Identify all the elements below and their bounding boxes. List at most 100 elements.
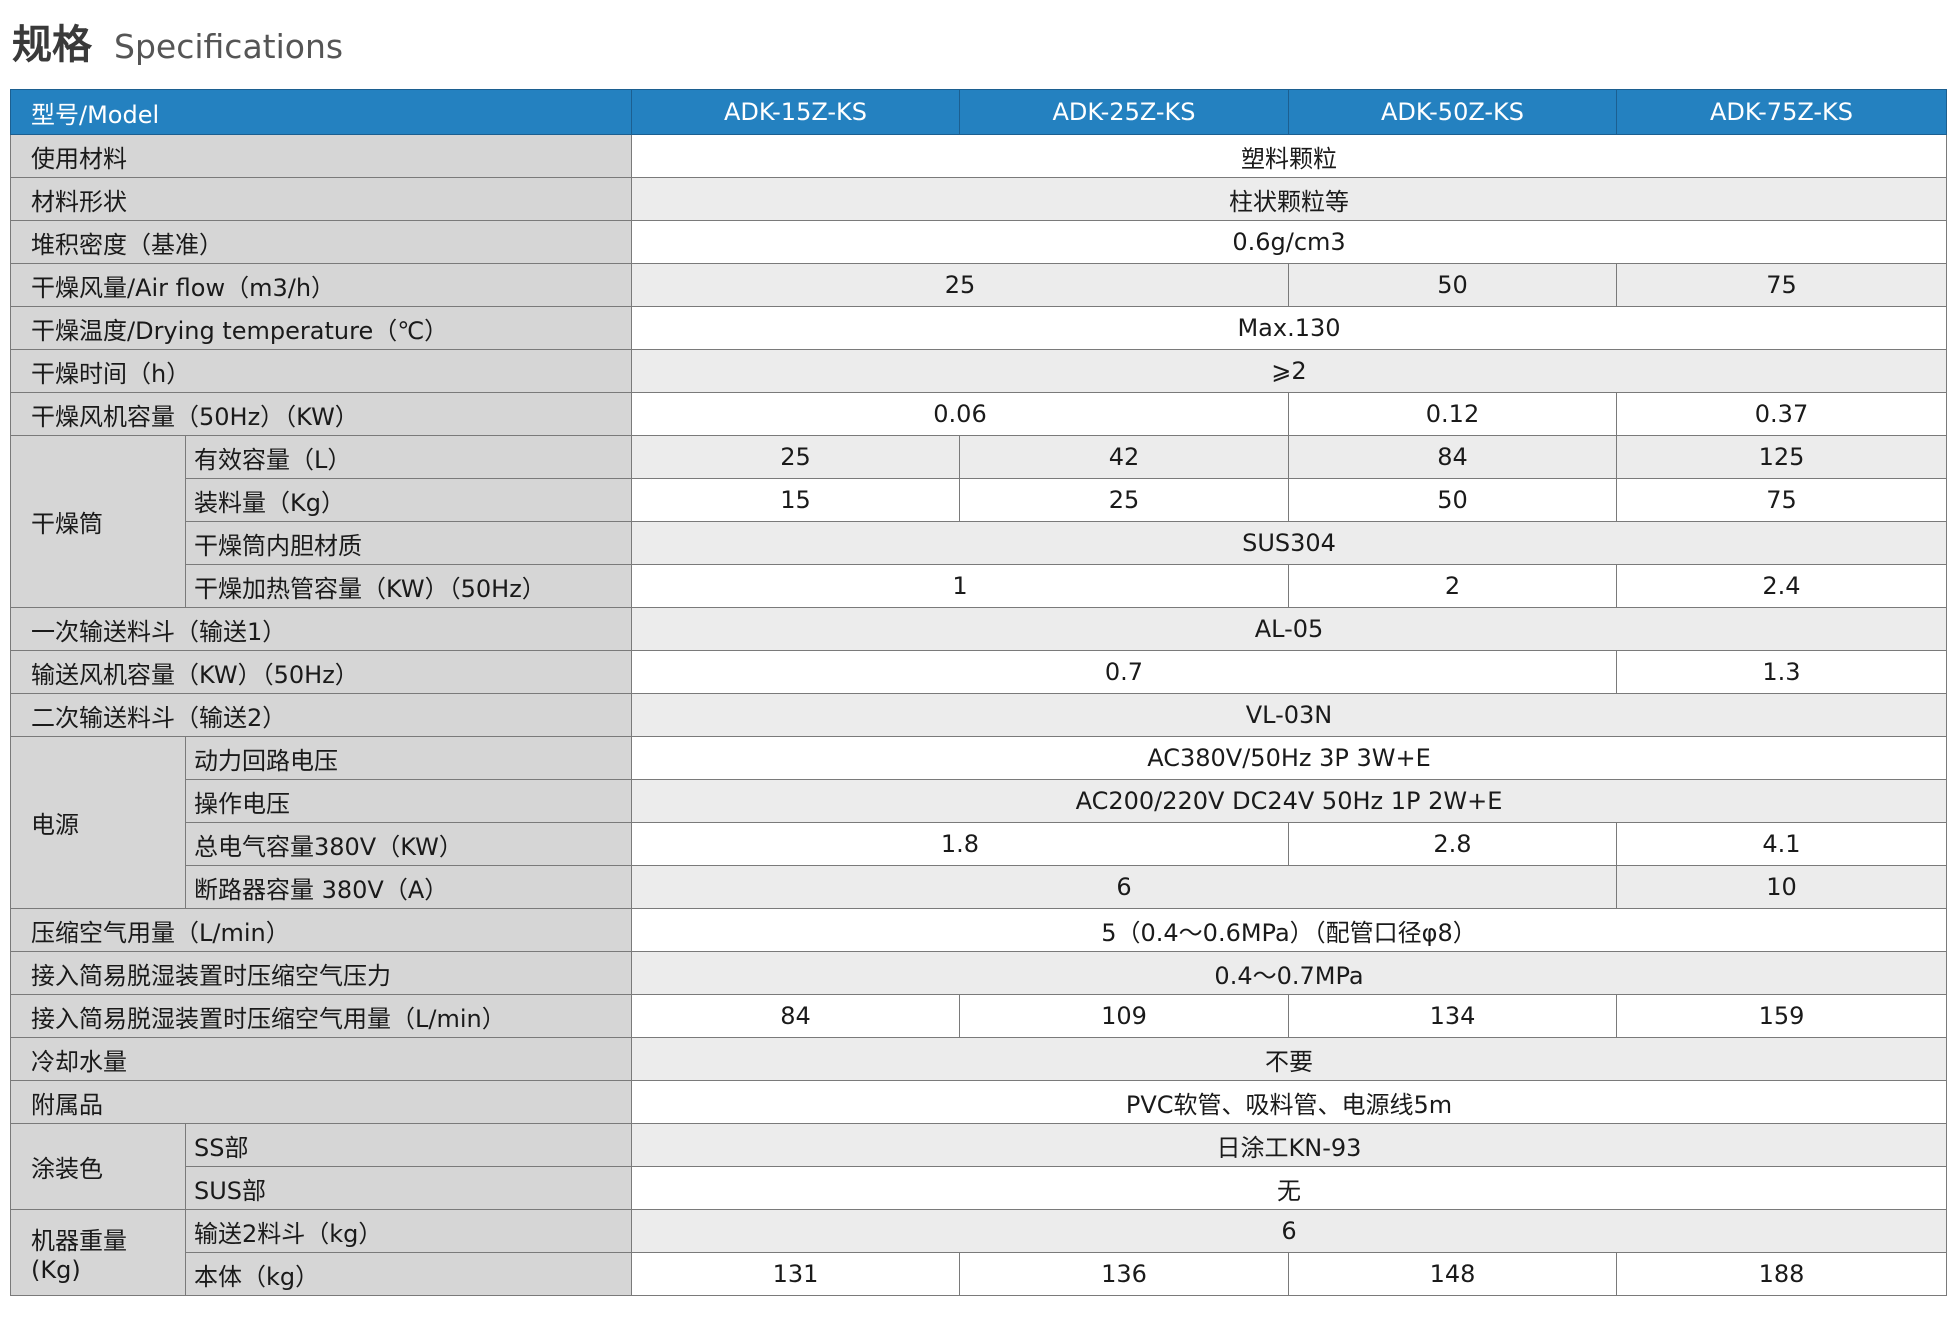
value-cell: 不要 (631, 1037, 1947, 1081)
row-label: SS部 (185, 1123, 632, 1167)
row: 装料量（Kg） 15 25 50 75 (11, 478, 1947, 522)
row-label: 冷却水量 (10, 1037, 632, 1081)
value-cell: AL-05 (631, 607, 1947, 651)
value-cell: 148 (1288, 1252, 1617, 1296)
value-cell: 0.6g/cm3 (631, 220, 1947, 264)
value-cell: 2.4 (1616, 564, 1947, 608)
value-cell: 0.37 (1616, 392, 1947, 436)
row: 干燥风量/Air flow（m3/h） 25 50 75 (10, 263, 1947, 307)
value-cell: 1 (631, 564, 1289, 608)
value-cell: 134 (1288, 994, 1617, 1038)
value-cell: AC380V/50Hz 3P 3W+E (631, 736, 1947, 780)
value-cell: 10 (1616, 865, 1947, 909)
column-header: ADK-50Z-KS (1288, 89, 1617, 135)
group-label: 干燥筒 (10, 435, 186, 608)
value-cell: 2 (1288, 564, 1617, 608)
value-cell: 136 (959, 1252, 1289, 1296)
row: 干燥加热管容量（KW）（50Hz） 1 2 2.4 (11, 564, 1947, 608)
value-cell: 75 (1616, 478, 1947, 522)
row: 干燥风机容量（50Hz）（KW） 0.06 0.12 0.37 (10, 392, 1947, 436)
value-cell: 塑料颗粒 (631, 134, 1947, 178)
row: 一次输送料斗（输送1） AL-05 (10, 607, 1947, 651)
header-row: 型号/Model ADK-15Z-KS ADK-25Z-KS ADK-50Z-KS AD… (10, 89, 1947, 135)
value-cell: 柱状颗粒等 (631, 177, 1947, 221)
value-cell: 0.4～0.7MPa (631, 951, 1947, 995)
group-label: 机器重量 (Kg) (10, 1209, 186, 1296)
spec-table: 型号/Model ADK-15Z-KS ADK-25Z-KS ADK-50Z-KS AD… (10, 89, 1947, 1296)
row: 干燥筒 有效容量（L） 25 42 84 125 (10, 435, 1947, 608)
row: 机器重量 (Kg) 输送2料斗（kg） 6 (10, 1209, 1947, 1296)
column-header: ADK-15Z-KS (631, 89, 960, 135)
row-label: 动力回路电压 (185, 736, 632, 780)
row: 二次输送料斗（输送2） VL-03N (10, 693, 1947, 737)
row-label: 断路器容量 380V（A） (185, 865, 632, 909)
row-label: 接入简易脱湿装置时压缩空气用量（L/min） (10, 994, 632, 1038)
row: 总电气容量380V（KW） 1.8 2.8 4.1 (11, 822, 1947, 866)
row-label: 一次输送料斗（输送1） (10, 607, 632, 651)
value-cell: 0.06 (631, 392, 1289, 436)
title: 规格 Specifications (12, 12, 343, 68)
value-cell: SUS304 (631, 521, 1947, 565)
row-label: 堆积密度（基准） (10, 220, 632, 264)
row: 接入简易脱湿装置时压缩空气用量（L/min） 84 109 134 159 (10, 994, 1947, 1038)
row-label: 材料形状 (10, 177, 632, 221)
value-cell: 84 (1288, 435, 1617, 479)
row-label: 总电气容量380V（KW） (185, 822, 632, 866)
row: 附属品 PVC软管、吸料管、电源线5m (10, 1080, 1947, 1124)
row: 电源 动力回路电压 AC380V/50Hz 3P 3W+E (10, 736, 1947, 909)
row: 堆积密度（基准） 0.6g/cm3 (10, 220, 1947, 264)
column-header: 型号/Model (10, 89, 632, 135)
value-cell: 50 (1288, 263, 1617, 307)
row-label: 干燥加热管容量（KW）（50Hz） (185, 564, 632, 608)
row: 操作电压 AC200/220V DC24V 50Hz 1P 2W+E (11, 779, 1947, 823)
row-label: 干燥风机容量（50Hz）（KW） (10, 392, 632, 436)
value-cell: 50 (1288, 478, 1617, 522)
value-cell: 188 (1616, 1252, 1947, 1296)
row: 冷却水量 不要 (10, 1037, 1947, 1081)
value-cell: 42 (959, 435, 1289, 479)
row: 干燥时间（h） ⩾2 (10, 349, 1947, 393)
value-cell: 125 (1616, 435, 1947, 479)
row-label: 接入简易脱湿装置时压缩空气压力 (10, 951, 632, 995)
row: 输送风机容量（KW）（50Hz） 0.7 1.3 (10, 650, 1947, 694)
row: 干燥温度/Drying temperature（℃） Max.130 (10, 306, 1947, 350)
row: 干燥筒内胆材质 SUS304 (11, 521, 1947, 565)
row: 断路器容量 380V（A） 6 10 (11, 865, 1947, 909)
row-label: 附属品 (10, 1080, 632, 1124)
value-cell: 6 (631, 1209, 1947, 1253)
value-cell: 109 (959, 994, 1289, 1038)
value-cell: 5（0.4～0.6MPa）（配管口径φ8） (631, 908, 1947, 952)
value-cell: 无 (631, 1166, 1947, 1210)
row-label: 输送2料斗（kg） (185, 1209, 632, 1253)
value-cell: 0.7 (631, 650, 1617, 694)
value-cell: 15 (631, 478, 960, 522)
group-label: 涂装色 (10, 1123, 186, 1210)
column-header: ADK-25Z-KS (959, 89, 1289, 135)
row: 使用材料 塑料颗粒 (10, 134, 1947, 178)
value-cell: 25 (631, 263, 1289, 307)
value-cell: 131 (631, 1252, 960, 1296)
column-header: ADK-75Z-KS (1616, 89, 1947, 135)
row-label: 压缩空气用量（L/min） (10, 908, 632, 952)
row: 本体（kg） 131 136 148 188 (11, 1252, 1947, 1296)
value-cell: 日涂工KN-93 (631, 1123, 1947, 1167)
value-cell: 25 (959, 478, 1289, 522)
value-cell: 6 (631, 865, 1617, 909)
row: 涂装色 SS部 日涂工KN-93 (10, 1123, 1947, 1210)
row: SUS部无 (11, 1166, 1947, 1210)
value-cell: ⩾2 (631, 349, 1947, 393)
row-label: 操作电压 (185, 779, 632, 823)
row-label: 干燥时间（h） (10, 349, 632, 393)
value-cell: VL-03N (631, 693, 1947, 737)
value-cell: 0.12 (1288, 392, 1617, 436)
row-label: 使用材料 (10, 134, 632, 178)
row-label: 干燥风量/Air flow（m3/h） (10, 263, 632, 307)
value-cell: 75 (1616, 263, 1947, 307)
value-cell: 1.8 (631, 822, 1289, 866)
row-label: 有效容量（L） (185, 435, 632, 479)
value-cell: 2.8 (1288, 822, 1617, 866)
row-label: 输送风机容量（KW）（50Hz） (10, 650, 632, 694)
value-cell: 159 (1616, 994, 1947, 1038)
value-cell: AC200/220V DC24V 50Hz 1P 2W+E (631, 779, 1947, 823)
